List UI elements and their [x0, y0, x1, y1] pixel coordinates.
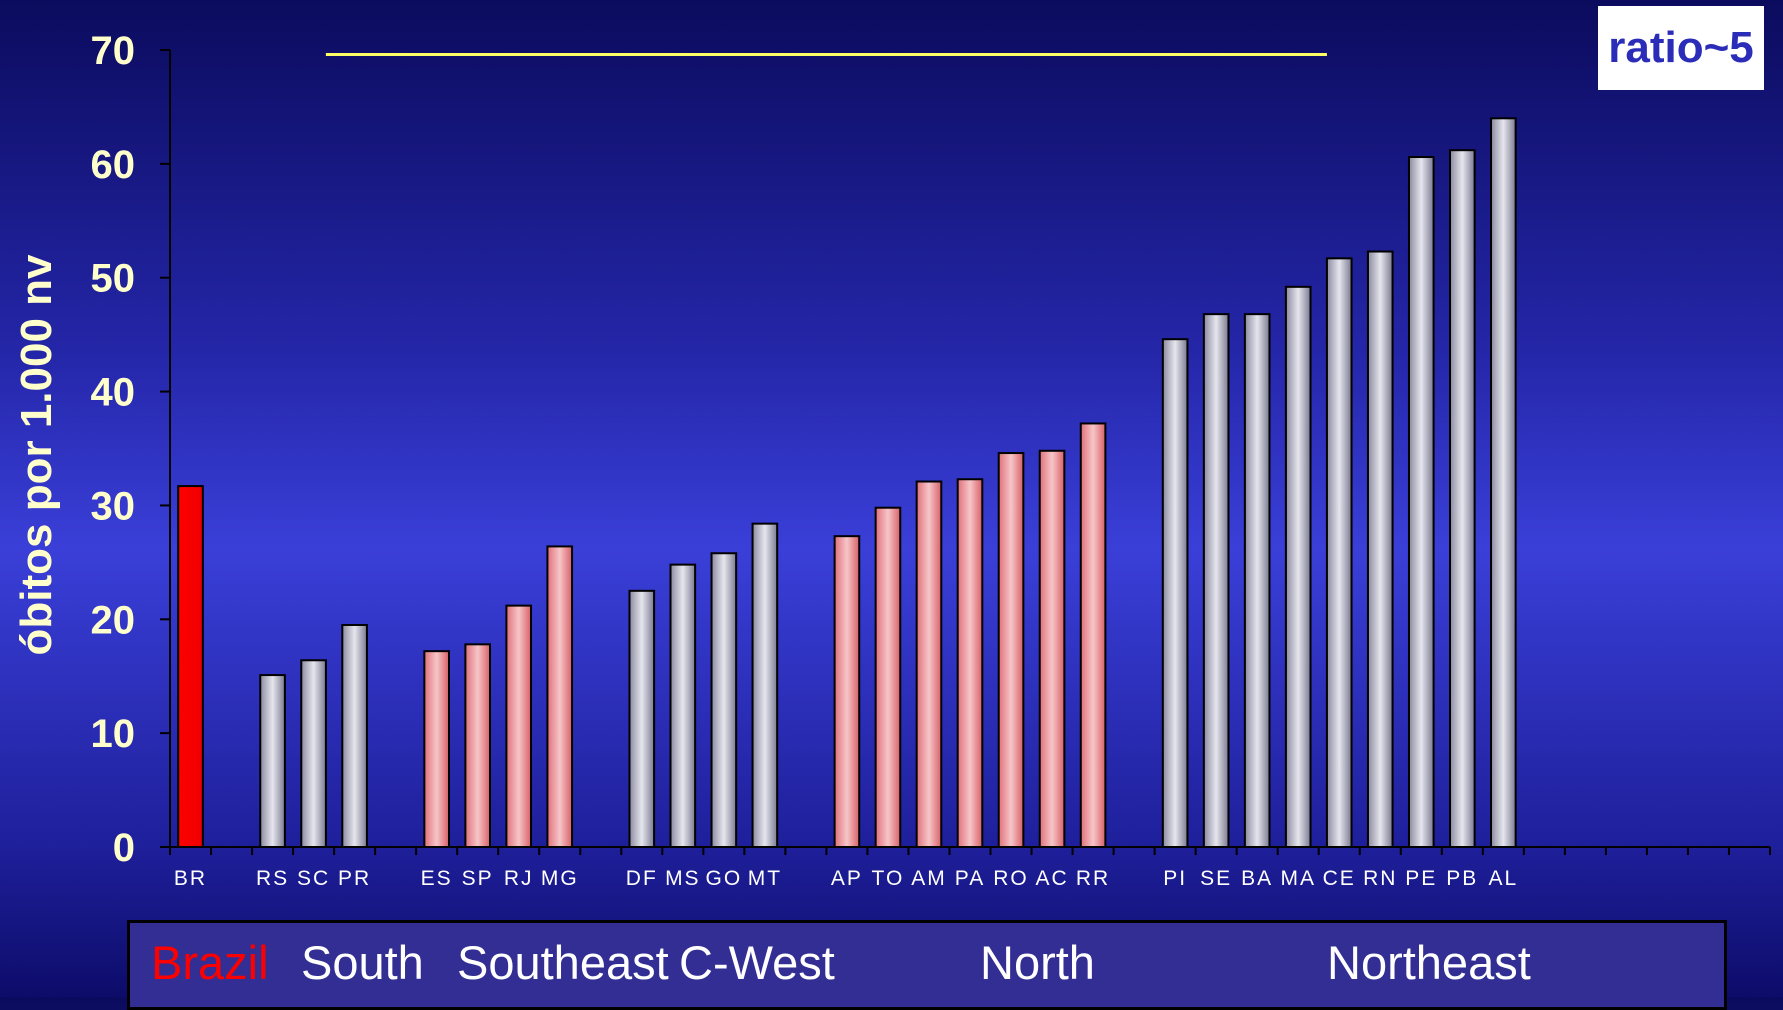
x-tick-label-ro: RO [993, 867, 1029, 890]
x-tick-label-al: AL [1488, 867, 1518, 890]
x-tick-label-ac: AC [1035, 867, 1068, 890]
bar-pi [1161, 338, 1189, 848]
region-label-north: North [980, 936, 1095, 989]
x-tick-label-sp: SP [462, 867, 494, 890]
x-tick-label-ap: AP [831, 867, 863, 890]
y-tick-label: 10 [91, 712, 136, 756]
y-tick-label: 50 [91, 257, 136, 301]
ratio-badge-text: ratio~5 [1608, 23, 1754, 72]
bar-rj [505, 604, 533, 848]
bar-pb [1449, 149, 1476, 849]
x-tick-label-ma: MA [1280, 867, 1316, 890]
y-tick-label: 70 [91, 29, 136, 73]
x-tick-labels: BR RS SC PR ES SP RJ MG DF MS GO MT AP TO AM PA RO AC RR PI… [174, 867, 1518, 890]
bar-rs [259, 674, 286, 849]
bar-ap [833, 535, 861, 848]
bar-ba [1243, 313, 1271, 848]
bar-pe [1407, 156, 1435, 849]
region-label-c-west: C-West [679, 936, 835, 989]
x-tick-label-mg: MG [541, 867, 579, 890]
bar-mg [546, 545, 574, 848]
bar-df [628, 589, 656, 848]
region-label-brazil: Brazil [151, 936, 269, 989]
x-tick-label-rr: RR [1076, 867, 1110, 890]
x-tick-label-rj: RJ [504, 867, 534, 890]
bar-ce [1325, 257, 1353, 848]
bar-mt [751, 522, 779, 848]
y-axis-label: óbitos por 1.000 nv [12, 254, 61, 656]
bar-ma [1284, 285, 1312, 848]
x-tick-label-sc: SC [297, 867, 330, 890]
x-tick-label-pi: PI [1163, 867, 1187, 890]
bar-go [710, 552, 738, 849]
x-tick-label-go: GO [706, 867, 743, 890]
x-tick-label-br: BR [174, 867, 207, 890]
y-tick-label: 40 [91, 371, 136, 415]
y-tick-label: 0 [113, 826, 135, 870]
bar-pa [956, 478, 984, 848]
x-tick-label-to: TO [872, 867, 905, 890]
y-tick-label: 60 [91, 143, 136, 187]
y-tick-label: 20 [91, 598, 136, 642]
bar-br [177, 485, 204, 848]
x-tick-label-pr: PR [338, 867, 371, 890]
x-tick-label-ba: BA [1241, 867, 1273, 890]
bar-ro [997, 452, 1025, 848]
bar-sc [300, 659, 327, 848]
x-tick-label-ce: CE [1323, 867, 1356, 890]
bar-pr [341, 623, 368, 848]
bar-ac [1038, 449, 1066, 848]
bar-se [1202, 313, 1230, 848]
x-tick-label-pa: PA [955, 867, 985, 890]
bar-am [915, 480, 943, 848]
x-tick-label-mt: MT [748, 867, 782, 890]
x-tick-label-es: ES [421, 867, 453, 890]
x-tick-label-rs: RS [256, 867, 289, 890]
bar-rr [1079, 422, 1107, 848]
x-tick-label-ms: MS [665, 867, 701, 890]
ratio-badge: ratio~5 [1598, 6, 1764, 90]
bar-ms [669, 563, 697, 848]
x-tick-label-am: AM [911, 867, 947, 890]
y-tick-label: 30 [91, 484, 136, 528]
x-tick-label-pb: PB [1446, 867, 1478, 890]
x-tick-label-pe: PE [1405, 867, 1437, 890]
bar-to [874, 506, 902, 848]
bars [177, 117, 1517, 849]
region-legend-bar: Brazil South Southeast C-West North Nort… [127, 920, 1727, 1010]
x-tick-label-rn: RN [1363, 867, 1397, 890]
bar-rn [1366, 250, 1394, 848]
bar-al [1490, 117, 1517, 849]
bar-es [423, 650, 450, 848]
region-label-northeast: Northeast [1327, 936, 1531, 989]
bar-sp [464, 643, 491, 848]
x-tick-label-se: SE [1200, 867, 1232, 890]
region-label-south: South [301, 936, 424, 989]
x-tick-label-df: DF [626, 867, 658, 890]
region-label-southeast: Southeast [457, 936, 669, 989]
